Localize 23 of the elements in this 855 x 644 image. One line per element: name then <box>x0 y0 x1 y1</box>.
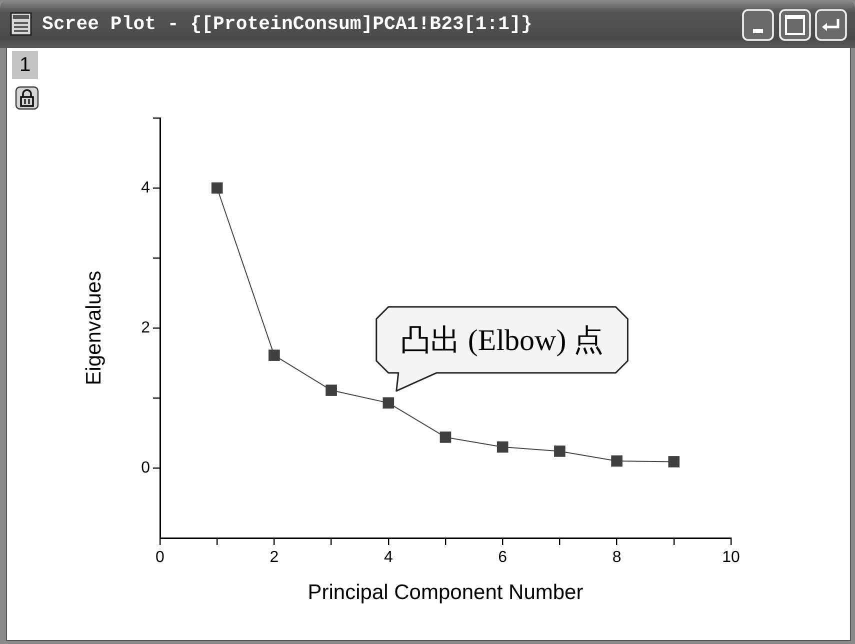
point <box>268 350 280 361</box>
point <box>496 441 508 453</box>
x-tick-label: 4 <box>384 549 393 566</box>
x-tick-label: 6 <box>498 549 508 566</box>
y-axis-title: Eigenvalues <box>82 270 106 386</box>
x-axis-title: Principal Component Number <box>308 581 584 604</box>
x-tick-label: 8 <box>612 549 622 566</box>
chart-title: Scree Plot - {[ProteinConsum]PCA1!B23[1:1]} <box>42 13 532 35</box>
x-tick-label: 10 <box>722 549 740 566</box>
y-tick-label: 4 <box>141 179 150 196</box>
point <box>611 455 622 467</box>
point <box>668 456 680 468</box>
point <box>211 182 223 194</box>
point <box>326 384 337 396</box>
layer-tab: 1 <box>12 51 38 79</box>
point <box>440 432 452 443</box>
x-tick-label: 0 <box>156 549 165 566</box>
y-tick-label: 2 <box>141 319 150 336</box>
y-tick-label: 0 <box>141 459 150 476</box>
point <box>382 397 394 409</box>
annotation: 凸出 (Elbow) 点 <box>400 324 604 357</box>
x-tick-label: 2 <box>270 549 279 566</box>
point <box>554 446 566 457</box>
